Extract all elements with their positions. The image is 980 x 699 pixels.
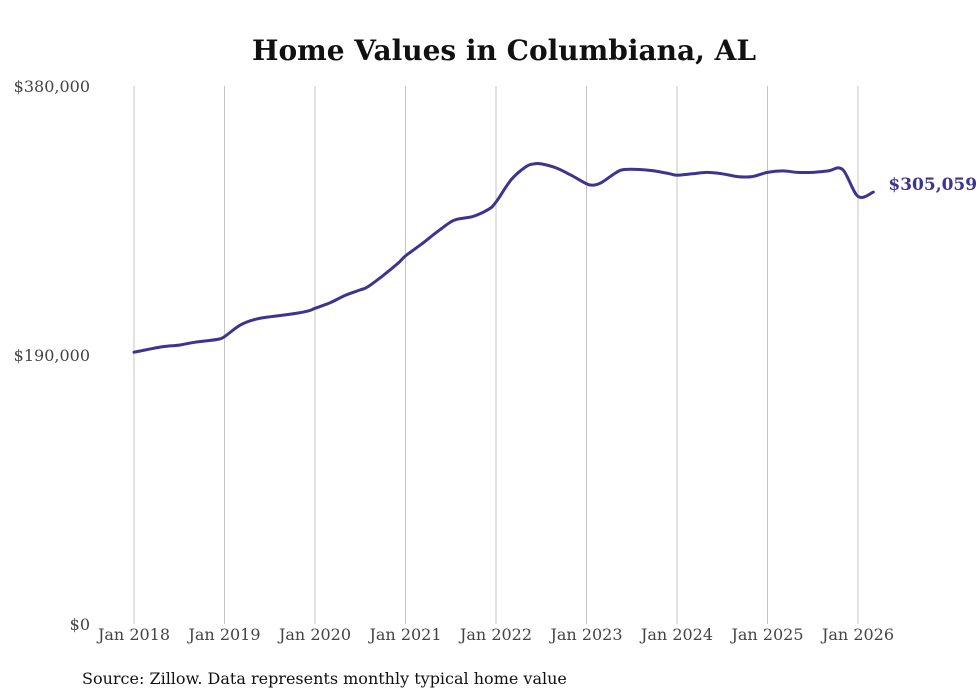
chart-title: Home Values in Columbiana, AL xyxy=(252,34,756,67)
x-tick-label: Jan 2025 xyxy=(729,625,803,644)
end-value-label: $305,059 xyxy=(888,175,977,195)
x-tick-label: Jan 2019 xyxy=(186,625,260,644)
y-tick-label: $380,000 xyxy=(14,77,90,96)
y-axis: $0 $190,000 $380,000 xyxy=(14,77,90,634)
x-tick-label: Jan 2023 xyxy=(548,625,622,644)
source-note: Source: Zillow. Data represents monthly … xyxy=(82,669,567,688)
x-tick-label: Jan 2024 xyxy=(639,625,713,644)
series-line-home-value xyxy=(132,161,875,354)
x-tick-label: Jan 2018 xyxy=(96,625,170,644)
x-tick-label: Jan 2026 xyxy=(820,625,894,644)
x-tick-label: Jan 2020 xyxy=(277,625,351,644)
y-tick-label: $0 xyxy=(70,615,90,634)
y-tick-label: $190,000 xyxy=(14,346,90,365)
x-tick-label: Jan 2021 xyxy=(367,625,441,644)
grid-layer xyxy=(133,86,859,624)
x-axis: Jan 2018 Jan 2019 Jan 2020 Jan 2021 Jan 2022… xyxy=(96,625,894,644)
x-tick-label: Jan 2022 xyxy=(458,625,532,644)
